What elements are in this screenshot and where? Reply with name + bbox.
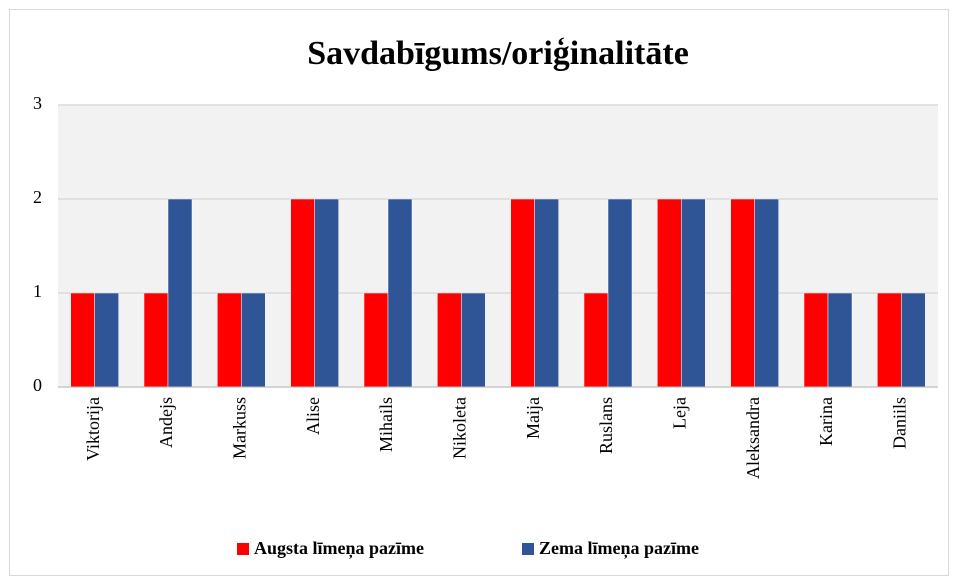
x-tick-label: Aleksandra bbox=[743, 397, 763, 479]
x-tick-label: Maija bbox=[523, 397, 543, 439]
x-tick-label: Viktorija bbox=[83, 397, 103, 461]
x-tick-label: Alise bbox=[303, 397, 323, 435]
bar bbox=[143, 292, 169, 388]
x-tick-label: Daniils bbox=[889, 397, 909, 449]
chart-title: Savdabīgums/oriģinalitāte bbox=[307, 35, 689, 72]
bar bbox=[827, 292, 853, 388]
bar bbox=[510, 198, 535, 388]
x-tick-label: Markuss bbox=[229, 397, 249, 459]
legend-swatch bbox=[237, 543, 249, 555]
bar bbox=[877, 292, 902, 388]
bar bbox=[241, 292, 266, 388]
bar bbox=[583, 292, 609, 388]
legend-label: Augsta līmeņa pazīme bbox=[254, 538, 424, 559]
bar bbox=[754, 198, 779, 388]
bar bbox=[461, 292, 486, 388]
y-tick-label: 2 bbox=[33, 187, 42, 207]
bar bbox=[681, 198, 706, 388]
legend-swatch bbox=[522, 543, 534, 555]
bar bbox=[70, 292, 95, 388]
x-tick-label: Andejs bbox=[156, 397, 176, 448]
x-tick-label: Karina bbox=[816, 397, 836, 446]
bar bbox=[657, 198, 682, 388]
x-tick-label: Ruslans bbox=[596, 397, 616, 454]
y-tick-label: 3 bbox=[33, 93, 42, 113]
x-tick-label: Nikoleta bbox=[449, 397, 469, 459]
bar bbox=[437, 292, 462, 388]
plot-area bbox=[58, 105, 938, 387]
bar bbox=[167, 198, 193, 388]
y-tick-label: 0 bbox=[33, 375, 42, 395]
bar bbox=[314, 198, 339, 388]
legend-label: Zema līmeņa pazīme bbox=[539, 538, 699, 559]
x-tick-label: Leja bbox=[669, 397, 689, 429]
bar bbox=[363, 292, 389, 388]
bar bbox=[534, 198, 559, 388]
y-tick-label: 1 bbox=[33, 281, 42, 301]
bar bbox=[290, 198, 315, 388]
bar bbox=[607, 198, 633, 388]
x-tick-label: Mihails bbox=[376, 397, 396, 452]
bar bbox=[217, 292, 242, 388]
bar bbox=[901, 292, 926, 388]
bar bbox=[387, 198, 413, 388]
bar bbox=[94, 292, 119, 388]
bar bbox=[730, 198, 755, 388]
bar bbox=[803, 292, 829, 388]
